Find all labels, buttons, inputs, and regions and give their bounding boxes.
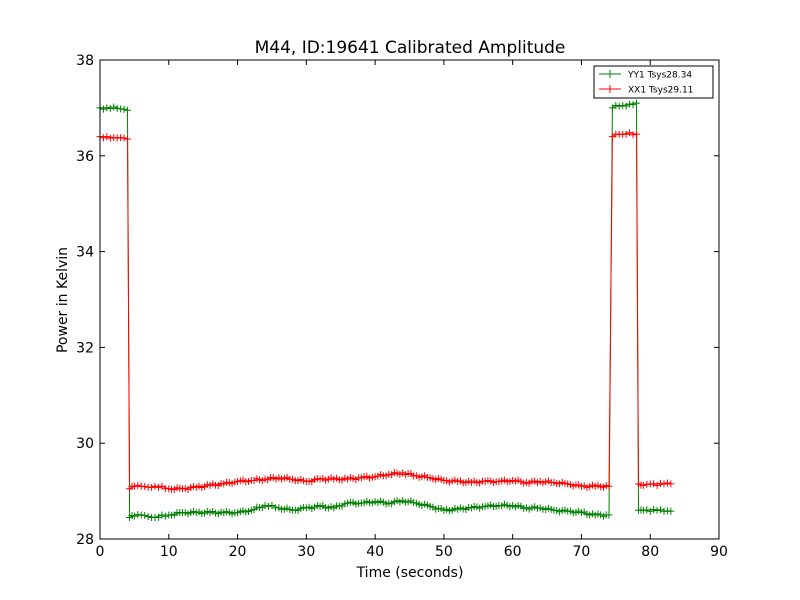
data-point xyxy=(667,507,675,515)
data-marker xyxy=(650,480,658,488)
data-point xyxy=(137,511,145,519)
data-marker xyxy=(141,512,149,520)
x-tick-label: 40 xyxy=(366,544,384,560)
data-marker xyxy=(99,105,107,113)
data-marker xyxy=(265,502,273,510)
data-marker xyxy=(113,104,121,112)
data-marker xyxy=(120,105,128,113)
data-marker xyxy=(663,479,671,487)
data-point xyxy=(151,482,159,490)
y-tick-label: 38 xyxy=(76,53,94,69)
chart-title: M44, ID:19641 Calibrated Amplitude xyxy=(255,38,566,58)
legend-box xyxy=(593,65,714,99)
data-marker xyxy=(615,102,623,110)
axes-layer: 0 10 20 30 40 50 60 70 80 90 28 30 32 34 36 38 xyxy=(76,53,728,560)
x-tick-label: 20 xyxy=(229,544,247,560)
series-2 xyxy=(96,129,675,494)
data-marker xyxy=(106,134,114,142)
x-tick-label: 0 xyxy=(96,544,105,560)
data-marker xyxy=(161,512,169,520)
data-point xyxy=(130,512,138,520)
plot-frame xyxy=(99,59,720,540)
data-point xyxy=(103,133,111,141)
data-marker xyxy=(120,134,128,142)
data-marker xyxy=(99,134,107,142)
series-1 xyxy=(96,99,675,522)
y-tick-label: 32 xyxy=(76,340,94,356)
data-point xyxy=(261,501,269,509)
legend: YY1 Tsys28.34 XX1 Tsys29.11 xyxy=(593,65,714,99)
data-point xyxy=(130,482,138,490)
y-axis-label: Power in Kelvin xyxy=(55,247,71,353)
legend-label: XX1 Tsys29.11 xyxy=(628,86,693,96)
x-tick-label: 30 xyxy=(297,544,315,560)
data-point xyxy=(110,103,118,111)
series-layer xyxy=(96,99,675,522)
data-marker xyxy=(148,483,156,491)
x-axis-label: Time (seconds) xyxy=(356,565,464,581)
data-point xyxy=(632,130,640,138)
legend-marker xyxy=(606,70,614,78)
data-marker xyxy=(650,506,658,514)
data-point xyxy=(632,99,640,107)
legend-item-2: XX1 Tsys29.11 xyxy=(599,85,693,96)
data-marker xyxy=(141,483,149,491)
data-marker xyxy=(657,506,665,514)
data-marker xyxy=(154,483,162,491)
y-tick-label: 36 xyxy=(76,149,94,165)
y-tick-label: 34 xyxy=(76,245,94,261)
data-marker xyxy=(134,481,142,489)
data-marker xyxy=(629,101,637,109)
data-point xyxy=(605,511,613,519)
y-tick-label: 28 xyxy=(76,532,94,548)
data-marker xyxy=(643,506,651,514)
data-point xyxy=(605,482,613,490)
data-point xyxy=(660,480,668,488)
x-tick-label: 10 xyxy=(160,544,178,560)
data-point xyxy=(103,104,111,112)
legend-item-1: YY1 Tsys28.34 xyxy=(599,70,692,81)
y-tick-label: 30 xyxy=(76,436,94,452)
data-point xyxy=(667,480,675,488)
data-point xyxy=(626,100,634,108)
x-tick-label: 70 xyxy=(573,544,591,560)
data-point xyxy=(144,512,152,520)
legend-marker xyxy=(606,85,614,93)
data-point xyxy=(124,135,132,143)
data-point xyxy=(646,507,654,515)
x-tick-label: 50 xyxy=(435,544,453,560)
x-tick-label: 90 xyxy=(710,544,728,560)
data-point xyxy=(158,511,166,519)
data-marker xyxy=(106,104,114,112)
legend-label: YY1 Tsys28.34 xyxy=(627,71,692,81)
data-point xyxy=(639,481,647,489)
data-point xyxy=(124,106,132,114)
x-tick-label: 80 xyxy=(641,544,659,560)
data-point xyxy=(612,102,620,110)
data-marker xyxy=(622,130,630,138)
x-tick-label: 60 xyxy=(504,544,522,560)
